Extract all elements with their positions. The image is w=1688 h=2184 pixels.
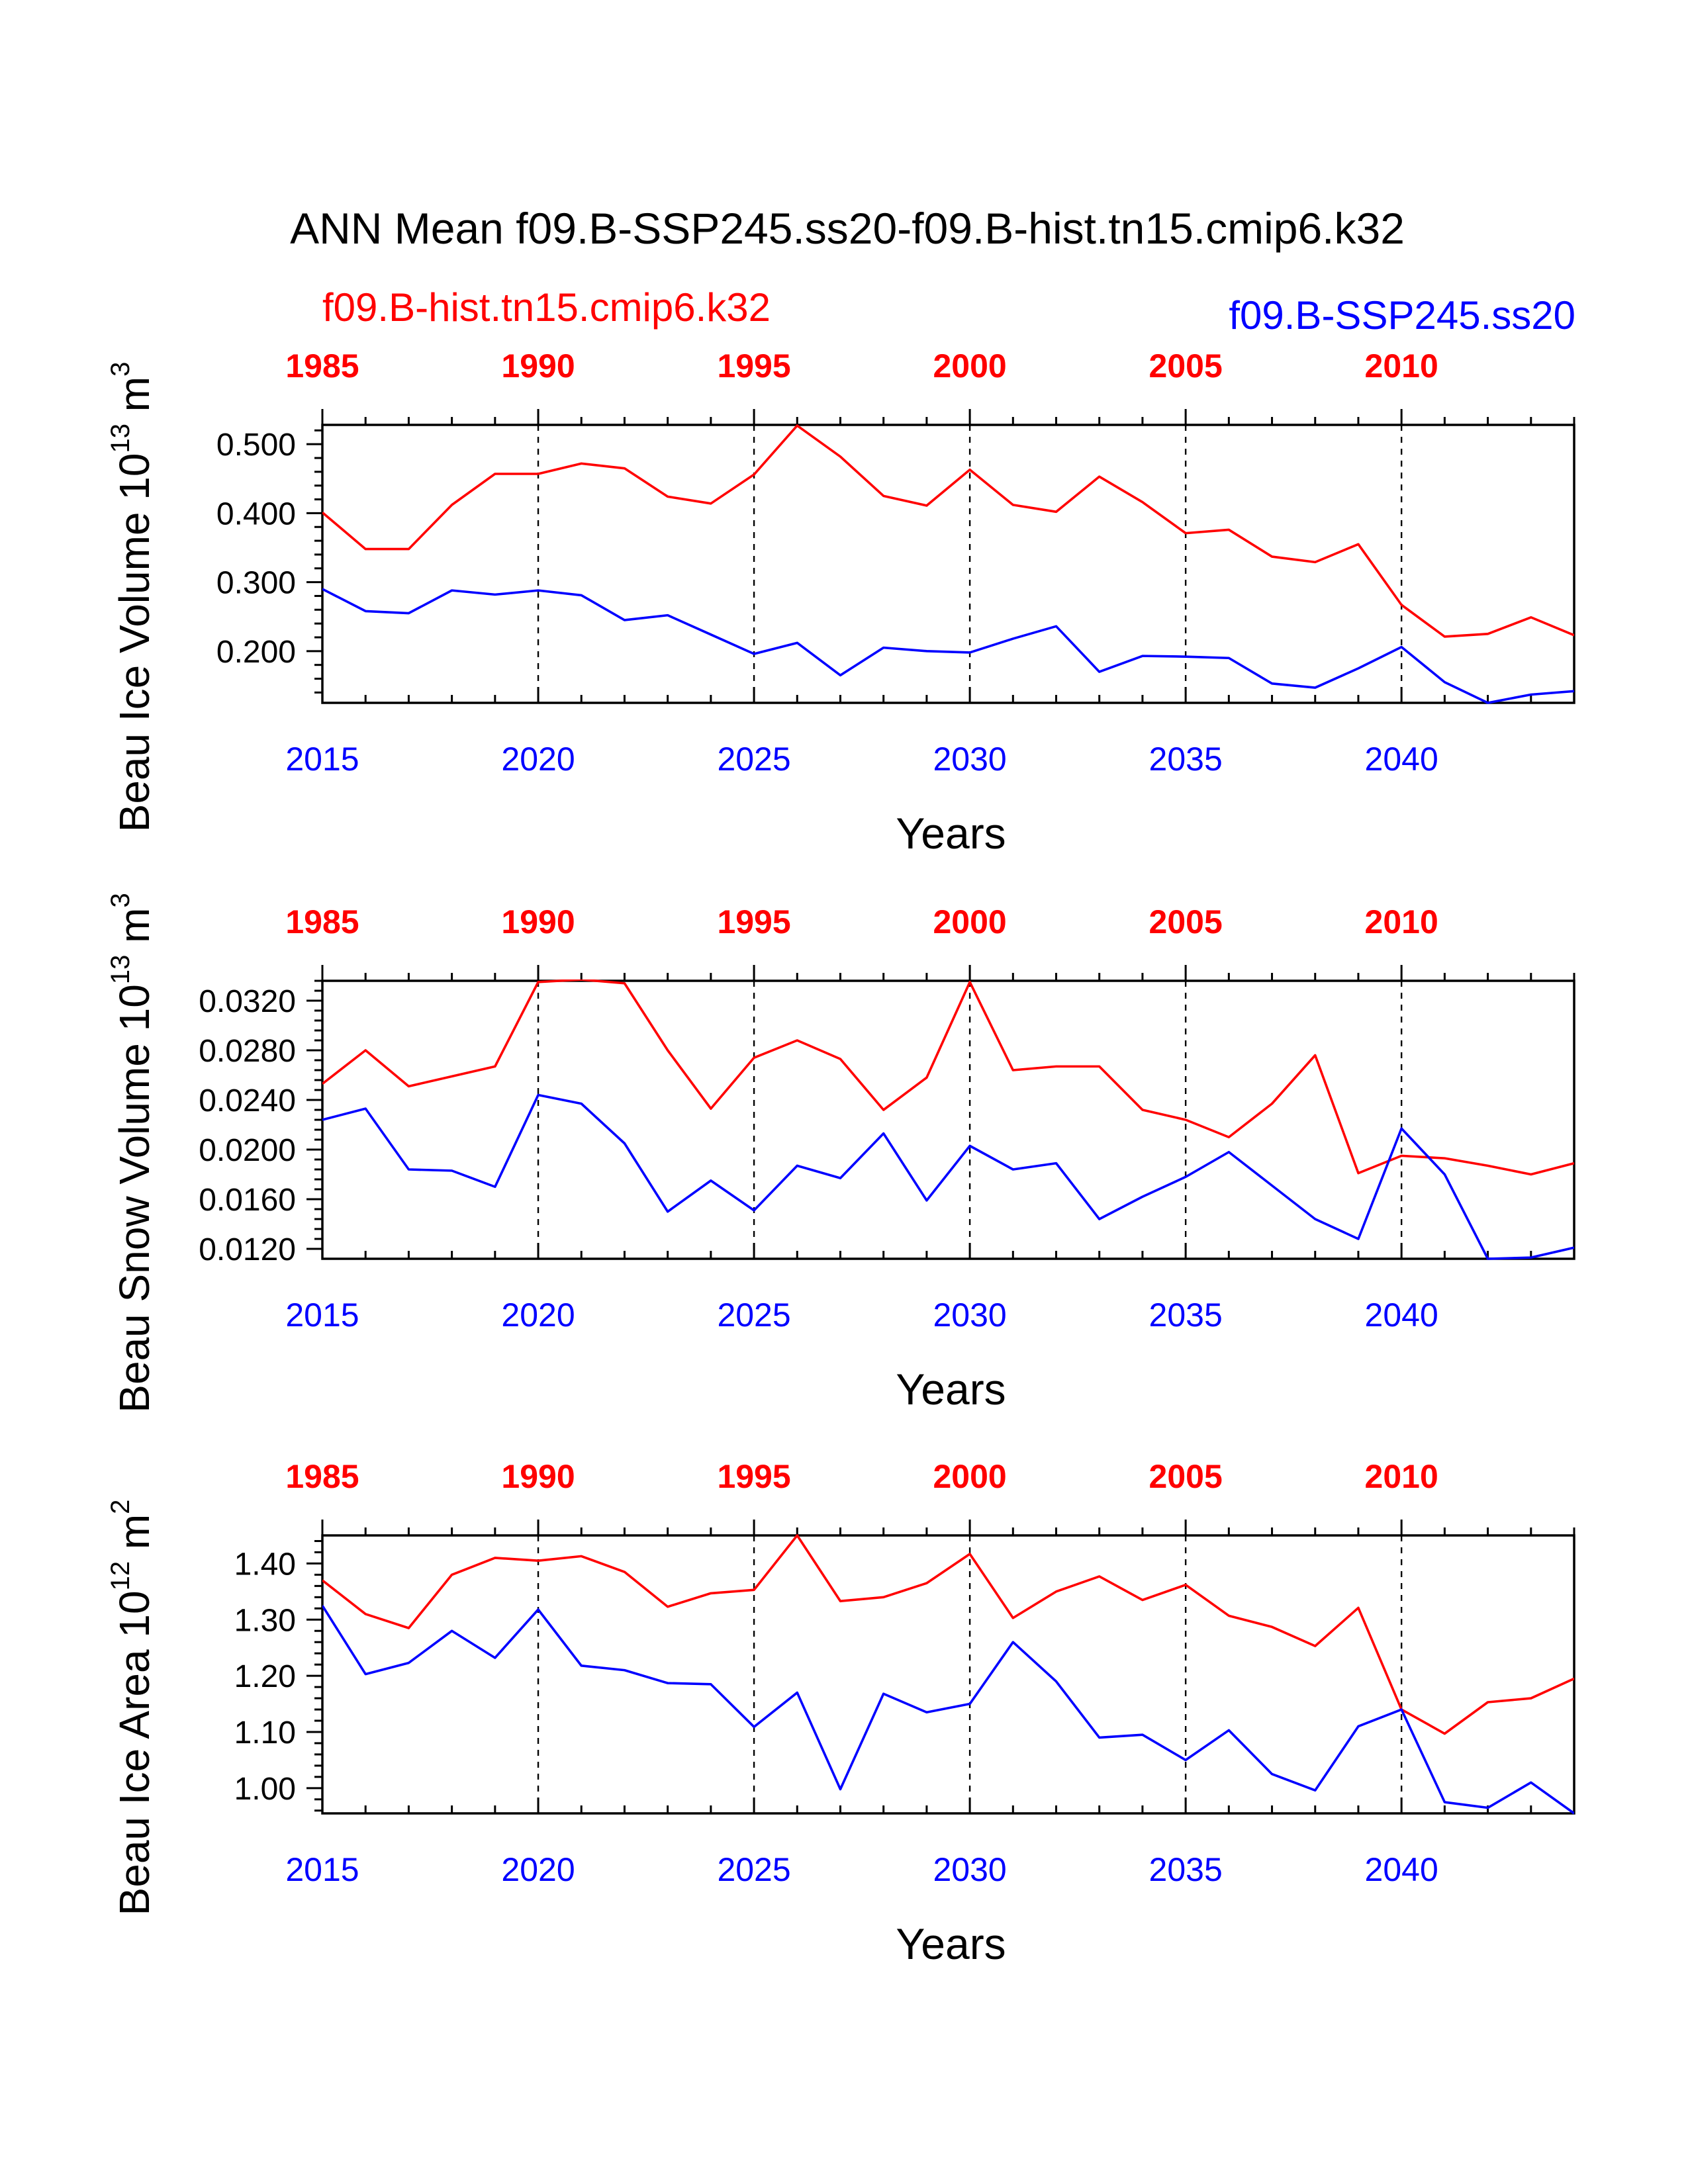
x-tick-label-bottom: 2020 — [501, 1297, 575, 1334]
y-axis-label-exponent: 12 — [106, 1561, 135, 1591]
y-tick-label: 0.0320 — [199, 984, 296, 1019]
x-tick-label-top: 2000 — [933, 347, 1006, 385]
x-axis-label: Years — [896, 1365, 1006, 1414]
x-tick-label-bottom: 2015 — [285, 1851, 359, 1888]
y-tick-label: 0.300 — [216, 566, 296, 601]
x-tick-label-top: 2005 — [1149, 1458, 1223, 1495]
y-axis-label: Beau Snow Volume 1013 m3 — [106, 893, 158, 1412]
x-tick-label-bottom: 2020 — [501, 1851, 575, 1888]
y-axis-label-unit: m — [111, 908, 158, 955]
x-tick-label-top: 2010 — [1365, 903, 1438, 940]
y-axis-label-main: Beau Ice Volume 10 — [111, 453, 158, 833]
y-tick-label: 0.0280 — [199, 1034, 296, 1069]
x-axis-label: Years — [896, 1919, 1006, 1968]
x-tick-label-top: 1995 — [717, 1458, 790, 1495]
x-tick-label-top: 1985 — [285, 347, 359, 385]
x-tick-label-bottom: 2025 — [717, 1851, 790, 1888]
x-tick-label-top: 2005 — [1149, 903, 1223, 940]
y-tick-label: 0.0240 — [199, 1083, 296, 1118]
y-axis-label-unit-exponent: 2 — [106, 1500, 135, 1514]
x-tick-label-top: 2005 — [1149, 347, 1223, 385]
x-tick-label-bottom: 2035 — [1149, 1851, 1223, 1888]
x-tick-label-bottom: 2035 — [1149, 741, 1223, 778]
panels: 2015 2020 2025 2030 2035 2040 1985 1990 1995 2000… — [106, 347, 1575, 1968]
chart-title: ANN Mean f09.B-SSP245.ss20-f09.B-hist.tn… — [290, 204, 1405, 253]
x-tick-label-bottom: 2030 — [933, 1297, 1006, 1334]
y-axis-label-exponent: 13 — [106, 424, 135, 453]
x-tick-label-bottom: 2020 — [501, 741, 575, 778]
x-tick-label-top: 1995 — [717, 347, 790, 385]
y-axis-label-unit: m — [111, 377, 158, 424]
x-tick-label-top: 1985 — [285, 903, 359, 940]
x-tick-label-bottom: 2040 — [1365, 1851, 1438, 1888]
series-line-ssp — [322, 1093, 1574, 1260]
x-tick-label-bottom: 2015 — [285, 741, 359, 778]
y-axis-label-exponent: 13 — [106, 955, 135, 985]
x-tick-label-bottom: 2025 — [717, 741, 790, 778]
x-tick-label-bottom: 2040 — [1365, 1297, 1438, 1334]
plot-frame — [321, 424, 1575, 704]
x-tick-label-top: 2010 — [1365, 347, 1438, 385]
y-tick-label: 1.20 — [234, 1659, 296, 1694]
x-tick-label-bottom: 2015 — [285, 1297, 359, 1334]
y-axis-label-unit-exponent: 3 — [106, 362, 135, 377]
legend-hist-label: f09.B-hist.tn15.cmip6.k32 — [322, 285, 771, 330]
y-tick-label: 0.500 — [216, 428, 296, 463]
x-tick-label-bottom: 2030 — [933, 1851, 1006, 1888]
y-tick-label: 0.0120 — [199, 1232, 296, 1267]
y-axis-label-unit-exponent: 3 — [106, 893, 135, 907]
x-tick-label-top: 2000 — [933, 903, 1006, 940]
y-tick-label: 1.00 — [234, 1772, 296, 1807]
y-axis-label: Beau Ice Area 1012 m2 — [106, 1500, 158, 1916]
x-tick-label-top: 2010 — [1365, 1458, 1438, 1495]
y-tick-label: 0.200 — [216, 635, 296, 670]
y-tick-label: 1.30 — [234, 1603, 296, 1638]
x-tick-label-bottom: 2040 — [1365, 741, 1438, 778]
y-axis-label-main: Beau Ice Area 10 — [111, 1590, 158, 1915]
series-line-hist — [322, 1534, 1574, 1735]
y-axis-label-main: Beau Snow Volume 10 — [111, 984, 158, 1413]
panel-1: 2015 2020 2025 2030 2035 2040 1985 1990 1995 2000… — [106, 347, 1575, 858]
x-tick-label-bottom: 2030 — [933, 741, 1006, 778]
y-tick-label: 0.0200 — [199, 1133, 296, 1168]
panel-2: 2015 2020 2025 2030 2035 2040 1985 1990 1995 2000… — [106, 893, 1575, 1414]
y-axis-label-unit: m — [111, 1514, 158, 1561]
series-line-ssp — [322, 1605, 1574, 1815]
x-tick-label-top: 2000 — [933, 1458, 1006, 1495]
y-axis-label: Beau Ice Volume 1013 m3 — [106, 362, 158, 833]
x-tick-label-top: 1990 — [501, 1458, 575, 1495]
x-tick-label-top: 1995 — [717, 903, 790, 940]
y-tick-label: 0.0160 — [199, 1183, 296, 1218]
x-tick-label-top: 1990 — [501, 903, 575, 940]
x-tick-label-top: 1990 — [501, 347, 575, 385]
y-tick-label: 0.400 — [216, 496, 296, 531]
series-line-ssp — [322, 588, 1574, 704]
panel-3: 2015 2020 2025 2030 2035 2040 1985 1990 1995 2000… — [106, 1458, 1575, 1968]
x-axis-label: Years — [896, 809, 1006, 858]
x-tick-label-top: 1985 — [285, 1458, 359, 1495]
y-tick-label: 1.10 — [234, 1715, 296, 1751]
plot-frame — [321, 1534, 1575, 1815]
legend-ssp-label: f09.B-SSP245.ss20 — [1229, 293, 1575, 338]
y-tick-label: 1.40 — [234, 1547, 296, 1582]
x-tick-label-bottom: 2025 — [717, 1297, 790, 1334]
series-line-hist — [322, 979, 1574, 1176]
series-line-hist — [322, 424, 1574, 638]
x-tick-label-bottom: 2035 — [1149, 1297, 1223, 1334]
